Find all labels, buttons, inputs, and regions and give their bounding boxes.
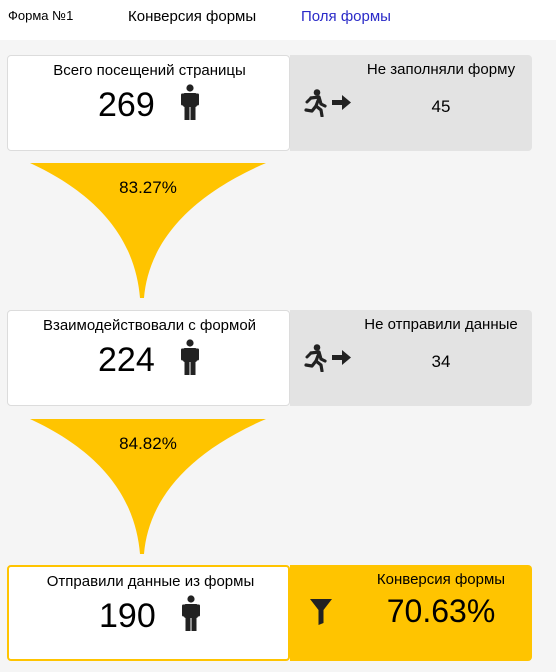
person-icon bbox=[181, 84, 199, 120]
exit-label: Не отправили данные bbox=[364, 316, 518, 333]
person-icon bbox=[182, 595, 200, 631]
stage-box-interacted: Взаимодействовали с формой 224 bbox=[7, 310, 290, 406]
transition-percent: 84.82% bbox=[119, 434, 177, 453]
tab-form-conversion[interactable]: Конверсия формы bbox=[128, 8, 257, 25]
stage-value: 224 bbox=[98, 341, 155, 379]
stage-row-visits: Всего посещений страницы 269 Не заполнял… bbox=[7, 55, 532, 151]
funnel-icon bbox=[310, 599, 332, 625]
person-icon bbox=[181, 339, 199, 375]
exit-value: 45 bbox=[431, 97, 451, 116]
stage-box-submitted: Отправили данные из формы 190 bbox=[7, 565, 290, 661]
stage-label: Всего посещений страницы bbox=[53, 62, 246, 79]
conversion-panel: Конверсия формы 70.63% bbox=[290, 565, 532, 661]
funnel-shape bbox=[30, 163, 266, 298]
stage-label: Отправили данные из формы bbox=[46, 573, 255, 590]
transition-percent: 83.27% bbox=[119, 178, 177, 197]
exit-panel: Не отправили данные 34 bbox=[290, 310, 532, 406]
exit-panel: Не заполняли форму 45 bbox=[290, 55, 532, 151]
stage-row-submitted: Отправили данные из формы 190 Конверсия … bbox=[7, 565, 532, 661]
funnel-shape bbox=[30, 419, 266, 554]
conversion-label: Конверсия формы bbox=[376, 571, 506, 588]
stage-value: 190 bbox=[99, 597, 156, 635]
stage-label: Взаимодействовали с формой bbox=[42, 317, 257, 334]
header: Форма №1 Конверсия формы Поля формы bbox=[0, 0, 556, 40]
stage-box-visits: Всего посещений страницы 269 bbox=[7, 55, 290, 151]
stage-row-interacted: Взаимодействовали с формой 224 Не отправ… bbox=[7, 310, 532, 406]
funnel-transition-2: 84.82% bbox=[30, 416, 266, 556]
form-title: Форма №1 bbox=[8, 8, 74, 23]
running-exit-icon bbox=[304, 344, 351, 372]
conversion-value: 70.63% bbox=[386, 593, 496, 629]
stage-value: 269 bbox=[98, 86, 155, 124]
tab-form-fields[interactable]: Поля формы bbox=[301, 8, 391, 25]
exit-label: Не заполняли форму bbox=[366, 61, 516, 78]
running-exit-icon bbox=[304, 89, 351, 117]
funnel-transition-1: 83.27% bbox=[30, 160, 266, 300]
exit-value: 34 bbox=[431, 352, 451, 371]
